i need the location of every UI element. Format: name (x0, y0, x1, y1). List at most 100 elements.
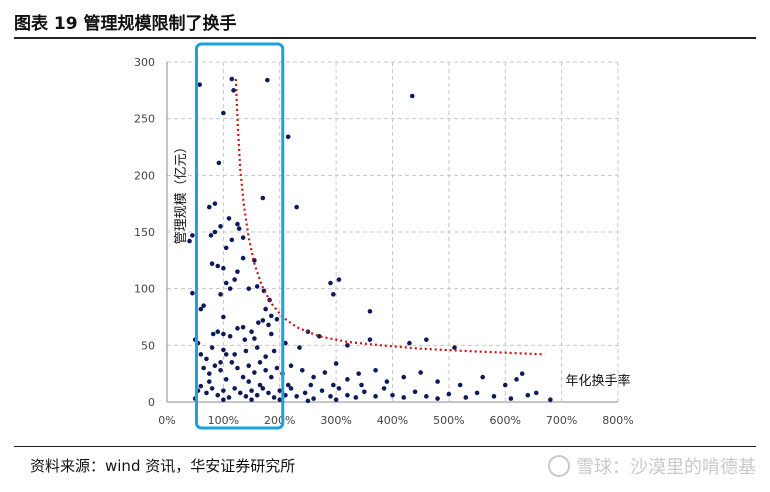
data-point (514, 377, 519, 382)
source-note: 资料来源：wind 资讯，华安证券研究所 (30, 457, 296, 475)
y-tick-label: 100 (134, 283, 155, 296)
data-point (223, 280, 229, 286)
data-point (463, 395, 469, 400)
data-point (294, 394, 299, 399)
data-point (235, 269, 240, 274)
data-point (265, 77, 270, 83)
x-tick-label: 600% (490, 414, 521, 427)
data-point (336, 277, 342, 282)
data-point (235, 326, 240, 331)
top-divider (14, 37, 756, 39)
data-point (254, 392, 260, 398)
data-point (221, 397, 226, 403)
data-point (240, 374, 246, 380)
data-point (328, 394, 333, 399)
data-point (218, 360, 223, 365)
data-point (435, 396, 440, 401)
data-point (474, 390, 480, 396)
data-point (401, 374, 407, 380)
data-point (240, 255, 246, 261)
data-point (457, 382, 463, 388)
data-point (249, 397, 254, 403)
data-point (367, 309, 373, 314)
data-point (274, 365, 280, 371)
axis-ticks: 0 50 100 150 200 250 300 0% 100% 200% 300% 400% 500%… (134, 56, 634, 427)
data-point (533, 390, 539, 396)
data-point (345, 392, 350, 398)
data-point (316, 333, 322, 339)
data-point (268, 331, 274, 337)
data-point (390, 392, 395, 398)
data-point (311, 396, 316, 401)
data-point (246, 379, 252, 384)
data-point (277, 388, 283, 393)
data-point (223, 245, 229, 251)
data-point (237, 390, 243, 396)
y-tick-label: 0 (148, 396, 155, 409)
data-point (204, 390, 209, 396)
data-point (232, 352, 237, 357)
data-point (221, 314, 226, 320)
figure-title: 图表 19 管理规模限制了换手 (14, 14, 237, 34)
data-point (356, 371, 361, 376)
data-point (198, 352, 204, 357)
data-point (226, 216, 232, 221)
data-point (231, 88, 236, 93)
data-point (240, 324, 246, 330)
data-point (246, 286, 252, 291)
data-point (384, 379, 390, 384)
chart-grid (166, 61, 619, 403)
data-point (548, 397, 553, 403)
data-point (435, 379, 440, 384)
data-point (480, 374, 486, 380)
x-axis-label: 年化换手率 (565, 373, 630, 389)
data-point (322, 370, 328, 375)
data-point (266, 390, 271, 396)
data-point (204, 356, 209, 362)
data-point (232, 386, 237, 391)
watermark: 雪球：沙漠里的啃德基 (548, 453, 756, 479)
data-point (206, 204, 212, 210)
data-point (345, 377, 350, 382)
data-point (249, 388, 254, 393)
y-tick-label: 150 (134, 226, 155, 239)
data-point (424, 337, 429, 342)
data-point (263, 306, 268, 312)
data-point (381, 386, 387, 391)
data-point (209, 345, 215, 350)
data-point (232, 277, 237, 282)
data-point (212, 363, 218, 369)
data-point (221, 347, 226, 353)
data-point (215, 392, 221, 398)
data-point (401, 395, 407, 400)
data-point (221, 265, 226, 271)
watermark-text: 雪球：沙漠里的啃德基 (576, 457, 756, 478)
data-point (260, 318, 266, 323)
y-tick-label: 250 (134, 113, 155, 126)
data-point (221, 388, 226, 393)
data-point (252, 336, 257, 341)
data-point (212, 201, 218, 206)
data-point (221, 110, 226, 116)
x-tick-label: 100% (208, 414, 239, 427)
data-point (331, 292, 336, 297)
x-tick-label: 700% (546, 414, 577, 427)
data-point (215, 263, 221, 269)
data-point (243, 394, 249, 399)
data-point (362, 389, 367, 395)
data-point (319, 388, 325, 393)
data-point (263, 354, 268, 359)
data-point (212, 229, 218, 235)
data-point (223, 377, 229, 382)
data-point (336, 386, 342, 391)
x-tick-label: 800% (602, 414, 633, 427)
data-point (215, 329, 221, 335)
data-point (502, 382, 508, 388)
data-point (190, 290, 195, 296)
data-point (240, 235, 246, 240)
data-point (210, 331, 216, 337)
data-point (407, 340, 412, 346)
data-point (236, 226, 242, 231)
data-point (235, 221, 240, 227)
bottom-divider (14, 446, 756, 447)
